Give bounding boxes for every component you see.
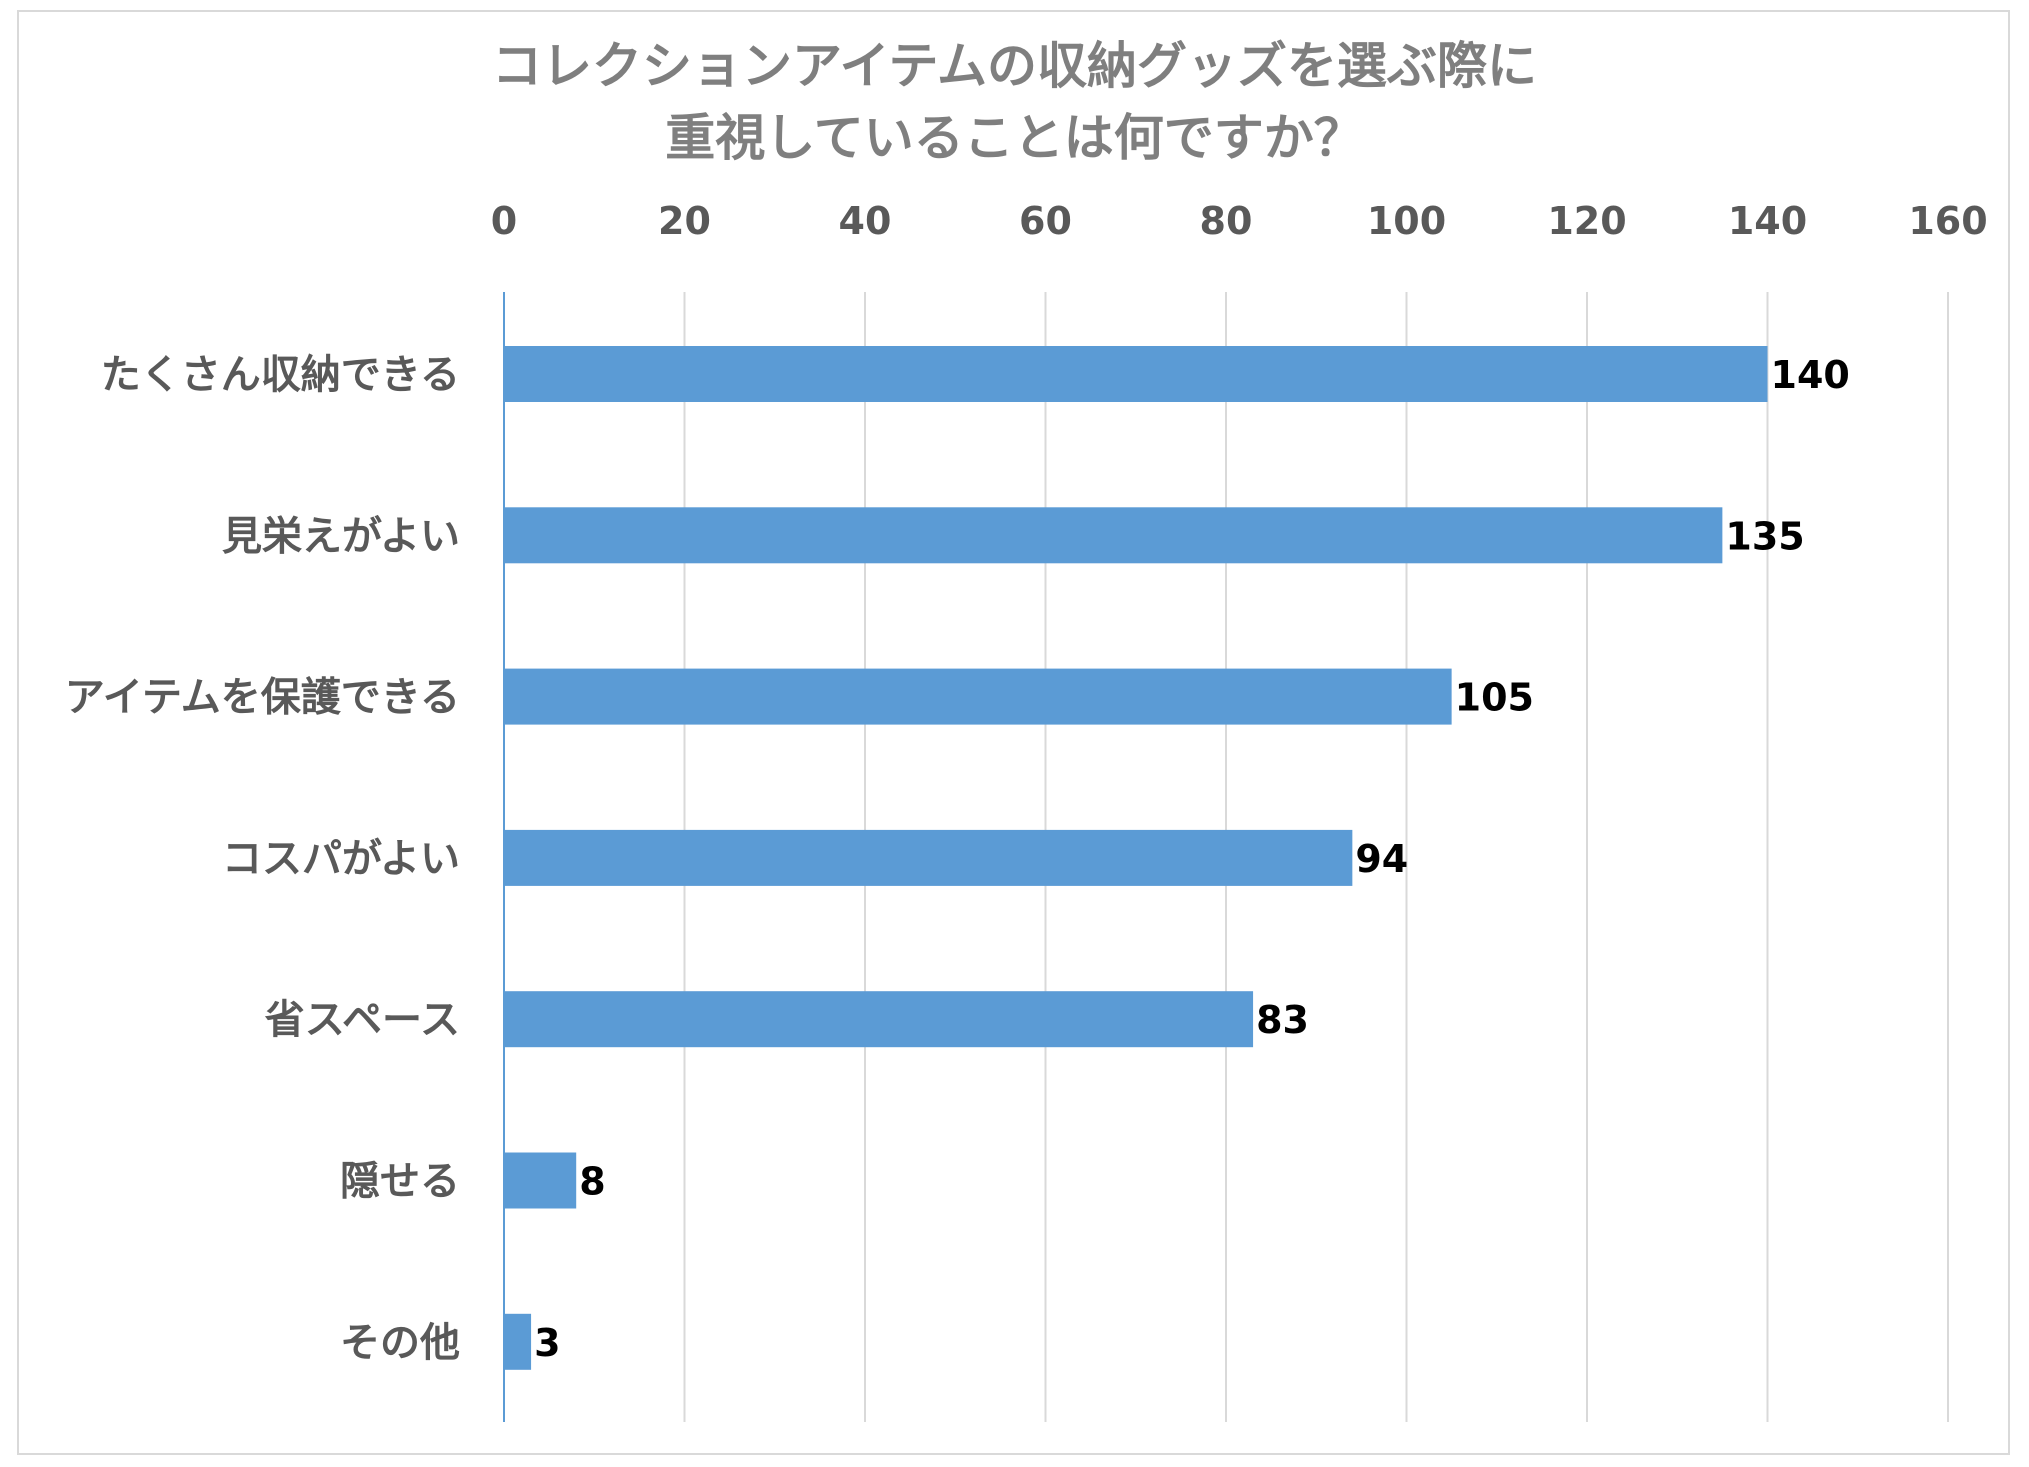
category-label: 見栄えがよい [222, 513, 460, 559]
x-tick-label: 140 [1728, 199, 1807, 243]
bar [504, 1313, 532, 1370]
data-label: 105 [1455, 676, 1534, 720]
category-label: コスパがよい [222, 836, 460, 882]
chart-frame [17, 10, 2010, 1455]
x-axis-ticks: 0 20 40 60 80 100 120 140 160 [491, 199, 1988, 243]
bar [504, 1152, 577, 1209]
bar [504, 346, 1768, 402]
chart-title-line-1: コレクションアイテムの収納グッズを選ぶ際に [492, 37, 1537, 95]
bar [504, 829, 1353, 886]
category-labels: たくさん収納できる見栄えがよいアイテムを保護できるコスパがよい省スペース隠せるそ… [65, 352, 460, 1366]
x-tick-label: 80 [1200, 199, 1253, 243]
data-label: 8 [579, 1160, 605, 1204]
chart-title: コレクションアイテムの収納グッズを選ぶ際に 重視していることは何ですか？ [0, 30, 2029, 174]
category-label: たくさん収納できる [101, 352, 460, 398]
x-tick-label: 60 [1019, 199, 1072, 243]
bars [504, 346, 1768, 1370]
x-tick-label: 40 [839, 199, 892, 243]
data-label: 3 [534, 1321, 560, 1365]
bar [504, 668, 1452, 725]
bar [504, 991, 1254, 1048]
bar [504, 507, 1723, 564]
category-label: その他 [340, 1320, 460, 1366]
category-label: 隠せる [340, 1159, 460, 1205]
x-tick-label: 0 [491, 199, 517, 243]
x-tick-label: 100 [1367, 199, 1446, 243]
data-label: 94 [1355, 837, 1408, 881]
x-tick-label: 20 [658, 199, 711, 243]
x-tick-label: 120 [1547, 199, 1626, 243]
data-label: 140 [1771, 353, 1850, 397]
chart-title-line-2: 重視していることは何ですか？ [665, 109, 1364, 167]
data-label: 135 [1725, 514, 1804, 558]
data-label: 83 [1256, 998, 1309, 1042]
category-label: アイテムを保護できる [65, 675, 460, 721]
x-tick-label: 160 [1908, 199, 1987, 243]
category-label: 省スペース [265, 997, 460, 1043]
